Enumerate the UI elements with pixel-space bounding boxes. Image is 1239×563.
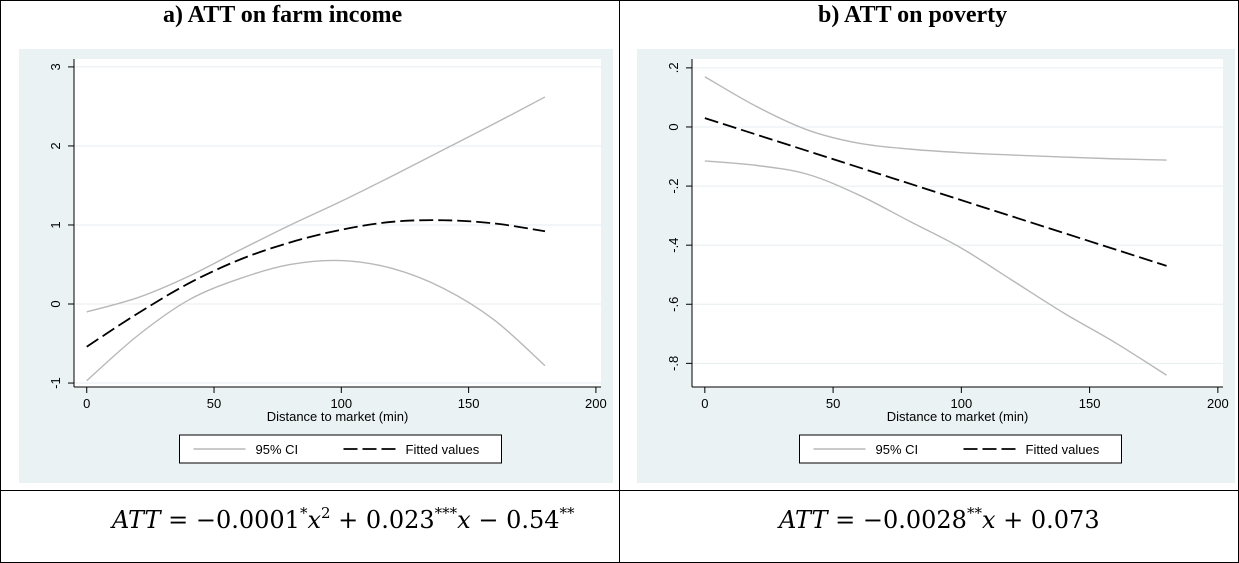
- eq-term3-coef: 0.54: [506, 506, 560, 534]
- eq-term1-stars: **: [966, 504, 982, 522]
- eq-term1-coef: −0.0001: [195, 506, 300, 534]
- plot-area: [692, 59, 1223, 387]
- y-tick-label: 0: [48, 300, 63, 307]
- series-ci-upper-line: [86, 96, 546, 313]
- plot-area: [74, 59, 601, 387]
- eq-term1-exp: 2: [321, 504, 331, 522]
- y-tick-label: .2: [666, 62, 681, 73]
- y-tick-label: -1: [48, 377, 63, 389]
- eq-term3-stars: **: [559, 504, 575, 522]
- y-tick-label: 3: [48, 63, 63, 70]
- eq-term1-coef: −0.0028: [862, 506, 967, 534]
- eq-term2-var: x: [457, 506, 471, 534]
- legend-label-ci: 95% CI: [256, 442, 299, 457]
- x-tick-label: 100: [950, 396, 972, 411]
- x-tick-label: 100: [330, 396, 352, 411]
- x-tick-label: 50: [826, 396, 840, 411]
- x-tick-label: 0: [83, 396, 90, 411]
- series-ci-lower-line: [86, 259, 546, 382]
- eq-lhs: ATT: [112, 506, 161, 534]
- eq-lhs: ATT: [779, 506, 828, 534]
- x-tick-label: 150: [458, 396, 480, 411]
- x-axis-label: Distance to market (min): [887, 409, 1029, 424]
- series-fitted-values-line: [86, 219, 546, 348]
- panel-divider-horizontal: [0, 490, 1239, 491]
- panel-a-title: a) ATT on farm income: [163, 2, 403, 28]
- panel-divider-vertical: [619, 0, 620, 563]
- series-ci-lower-line: [704, 160, 1167, 376]
- x-tick-label: 150: [1079, 396, 1101, 411]
- y-tick-label: 1: [48, 221, 63, 228]
- panel-b-title: b) ATT on poverty: [818, 2, 1008, 28]
- chart-poverty: -.8 -.6 -.4 -.2 0 .2 0 50 100 150 200 Distance to m…: [637, 49, 1235, 483]
- y-tick-label: 2: [48, 142, 63, 149]
- y-tick-label: -.4: [666, 238, 681, 253]
- y-tick-label: -.8: [666, 356, 681, 371]
- eq-term2-coef: 0.023: [365, 506, 435, 534]
- equation-poverty: ATT = −0.0028**x + 0.073: [779, 504, 1100, 535]
- eq-term2-coef: 0.073: [1030, 506, 1100, 534]
- legend-label-ci: 95% CI: [876, 442, 919, 457]
- series-ci-upper-line: [704, 76, 1167, 161]
- eq-term1-stars: *: [299, 504, 308, 522]
- chart-farm-income: -1 0 1 2 3 0 50 100 150 200 Distance to market (mi…: [19, 49, 613, 483]
- legend-label-fitted: Fitted values: [406, 442, 480, 457]
- series-fitted-values-line: [704, 117, 1167, 267]
- x-tick-label: 0: [701, 396, 708, 411]
- x-tick-label: 200: [1207, 396, 1229, 411]
- equation-farm-income: ATT = −0.0001*x2 + 0.023***x − 0.54**: [112, 504, 575, 535]
- y-tick-label: -.6: [666, 297, 681, 312]
- eq-term1-var: x: [307, 506, 321, 534]
- x-tick-label: 50: [207, 396, 221, 411]
- legend-label-fitted: Fitted values: [1026, 442, 1100, 457]
- y-tick-label: -.2: [666, 178, 681, 193]
- x-tick-label: 200: [585, 396, 607, 411]
- eq-term2-stars: ***: [434, 504, 458, 522]
- x-axis-label: Distance to market (min): [267, 409, 409, 424]
- y-tick-label: 0: [666, 123, 681, 130]
- eq-term1-var: x: [981, 506, 996, 534]
